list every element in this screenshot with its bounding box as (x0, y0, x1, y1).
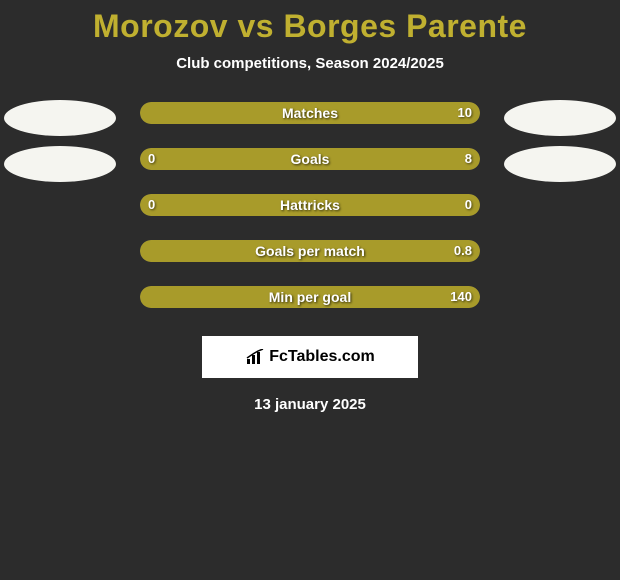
page-subtitle: Club competitions, Season 2024/2025 (0, 55, 620, 72)
page-title: Morozov vs Borges Parente (0, 8, 620, 45)
bar-fill (140, 240, 480, 262)
stat-value-left: 0 (140, 148, 163, 170)
stat-value-left (140, 102, 156, 124)
brand-text: FcTables.com (269, 348, 375, 366)
stat-value-left (140, 240, 156, 262)
chart-icon (245, 349, 265, 365)
stat-value-right: 10 (450, 102, 480, 124)
stat-value-right: 8 (457, 148, 480, 170)
stat-bar (140, 286, 480, 308)
stat-bar (140, 148, 480, 170)
stat-value-right: 140 (442, 286, 480, 308)
stat-value-left (140, 286, 156, 308)
stat-value-right: 0 (457, 194, 480, 216)
brand-badge: FcTables.com (202, 336, 418, 378)
bar-fill (140, 102, 480, 124)
stats-area: 10Matches08Goals00Hattricks0.8Goals per … (0, 102, 620, 318)
footer-date: 13 january 2025 (0, 396, 620, 413)
avatar-left (4, 146, 116, 182)
avatar-right (504, 100, 616, 136)
avatar-right (504, 146, 616, 182)
bar-fill-right (198, 148, 480, 170)
stat-value-right: 0.8 (446, 240, 480, 262)
stat-bar (140, 240, 480, 262)
bar-fill (140, 286, 480, 308)
stat-row: 140Min per goal (0, 286, 620, 318)
stat-bar (140, 102, 480, 124)
stat-row: 08Goals (0, 148, 620, 180)
avatar-left (4, 100, 116, 136)
stat-row: 10Matches (0, 102, 620, 134)
stat-row: 00Hattricks (0, 194, 620, 226)
bar-fill (140, 194, 480, 216)
stat-row: 0.8Goals per match (0, 240, 620, 272)
stat-value-left: 0 (140, 194, 163, 216)
stat-bar (140, 194, 480, 216)
comparison-panel: Morozov vs Borges Parente Club competiti… (0, 0, 620, 413)
